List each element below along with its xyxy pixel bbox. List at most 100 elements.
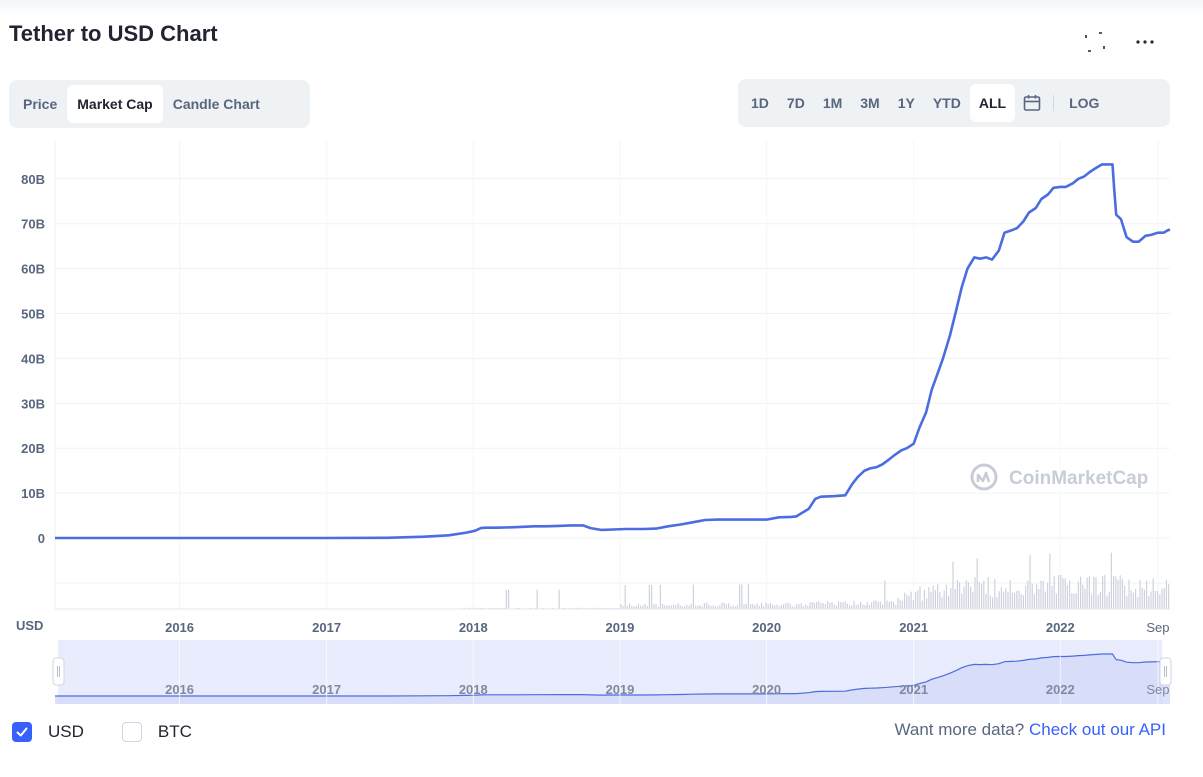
navigator-line (55, 653, 1171, 697)
volume-bar (706, 602, 708, 609)
volume-bar (648, 584, 650, 609)
volume-bar (701, 606, 703, 609)
top-separator (0, 0, 1203, 16)
volume-bar (536, 589, 538, 609)
volume-bar (1141, 587, 1143, 609)
volume-bar (662, 603, 664, 609)
volume-bar (635, 606, 637, 609)
tab-market-cap[interactable]: Market Cap (67, 85, 163, 123)
volume-bar (840, 602, 842, 609)
range-ytd[interactable]: YTD (932, 95, 961, 111)
volume-bar (1027, 580, 1029, 609)
log-scale-toggle[interactable]: LOG (1069, 95, 1100, 111)
x-axis-labels: 2016 2017 2018 2019 2020 2021 2022 Sep (165, 620, 1169, 635)
volume-bar (917, 590, 919, 609)
range-1d[interactable]: 1D (751, 95, 769, 111)
volume-bar (945, 584, 947, 609)
y-tick-label: 80B (21, 172, 45, 187)
volume-bar (963, 586, 965, 609)
volume-bar (1042, 580, 1044, 609)
volume-bar (1077, 581, 1079, 609)
range-1m[interactable]: 1M (822, 95, 843, 111)
fullscreen-button[interactable] (1083, 30, 1107, 54)
volume-bar (1113, 575, 1115, 609)
checkmark-icon (16, 727, 28, 737)
usd-checkbox[interactable]: USD (12, 722, 84, 742)
tab-price[interactable]: Price (23, 96, 58, 112)
volume-bar (653, 604, 655, 609)
volume-bar (1117, 579, 1119, 609)
btc-checkbox[interactable]: BTC (121, 722, 192, 742)
volume-bar (855, 604, 857, 609)
api-link[interactable]: Check out our API (1028, 720, 1166, 739)
volume-bar (607, 607, 609, 609)
volume-bar (1051, 585, 1053, 609)
volume-bar (934, 590, 936, 609)
more-options-icon (1136, 40, 1154, 44)
volume-bar (941, 597, 943, 609)
volume-bar (908, 595, 910, 609)
volume-bar (565, 607, 567, 609)
more-options-button[interactable] (1133, 30, 1157, 54)
divider (1053, 95, 1055, 111)
usd-checkbox-box[interactable] (12, 722, 32, 742)
volume-bar (868, 604, 870, 609)
volume-bar (899, 599, 901, 609)
volume-bar (1121, 578, 1123, 609)
volume-bar (1163, 587, 1165, 609)
volume-bar (875, 600, 877, 609)
volume-bar (842, 602, 844, 609)
volume-bar (1084, 588, 1086, 609)
coinmarketcap-logo-icon (970, 463, 998, 491)
volume-bar (732, 605, 734, 609)
volume-bar (813, 602, 815, 609)
volume-bar (1143, 589, 1145, 609)
volume-bar (983, 580, 985, 609)
volume-bar (937, 584, 939, 609)
date-range-button[interactable] (1021, 84, 1043, 122)
volume-bar (1126, 596, 1128, 609)
range-7d[interactable]: 7D (786, 95, 805, 111)
volume-bar (787, 602, 789, 609)
volume-bar (959, 582, 961, 609)
volume-bar (1128, 579, 1130, 609)
api-promo: Want more data? Check out our API (894, 720, 1166, 740)
time-range-tabs: 1D 7D 1M 3M 1Y YTD ALL LOG (738, 79, 1170, 127)
volume-bar (783, 604, 785, 609)
volume-bar (970, 586, 972, 609)
y-axis-labels: 0 10B 20B 30B 40B 50B 60B 70B 80B (21, 172, 45, 546)
volume-bar (710, 606, 712, 609)
range-all[interactable]: ALL (969, 84, 1016, 122)
volume-bar (901, 600, 903, 609)
range-navigator[interactable]: 2016 2017 2018 2019 2020 2021 2022 Sep (52, 640, 1172, 704)
volume-bar (1099, 591, 1101, 609)
volume-bar (1115, 576, 1117, 609)
tab-candle-chart[interactable]: Candle Chart (172, 96, 260, 112)
volume-bar (1033, 593, 1035, 609)
volume-bar (593, 607, 595, 609)
volume-bar (820, 602, 822, 609)
volume-bar (932, 585, 934, 609)
btc-checkbox-box[interactable] (121, 722, 142, 742)
volume-bar (681, 606, 683, 609)
volume-bar (928, 587, 930, 609)
volume-bar (849, 605, 851, 609)
x-tick-label: 2018 (459, 620, 488, 635)
range-1y[interactable]: 1Y (897, 95, 915, 111)
volume-bar (1069, 580, 1071, 609)
volume-bar (772, 604, 774, 609)
volume-bar (1152, 578, 1154, 609)
volume-bar (1150, 591, 1152, 609)
volume-bar (708, 604, 710, 609)
currency-toggles: USD BTC (12, 718, 192, 746)
navigator-right-handle[interactable] (1159, 657, 1172, 686)
volume-bar (802, 606, 804, 609)
volume-bar (824, 604, 826, 609)
navigator-left-handle[interactable] (52, 657, 65, 686)
volume-bar (796, 603, 798, 609)
volume-bar (1011, 592, 1013, 609)
range-3m[interactable]: 3M (860, 95, 880, 111)
volume-bar (728, 603, 730, 609)
volume-bar (1108, 591, 1110, 609)
